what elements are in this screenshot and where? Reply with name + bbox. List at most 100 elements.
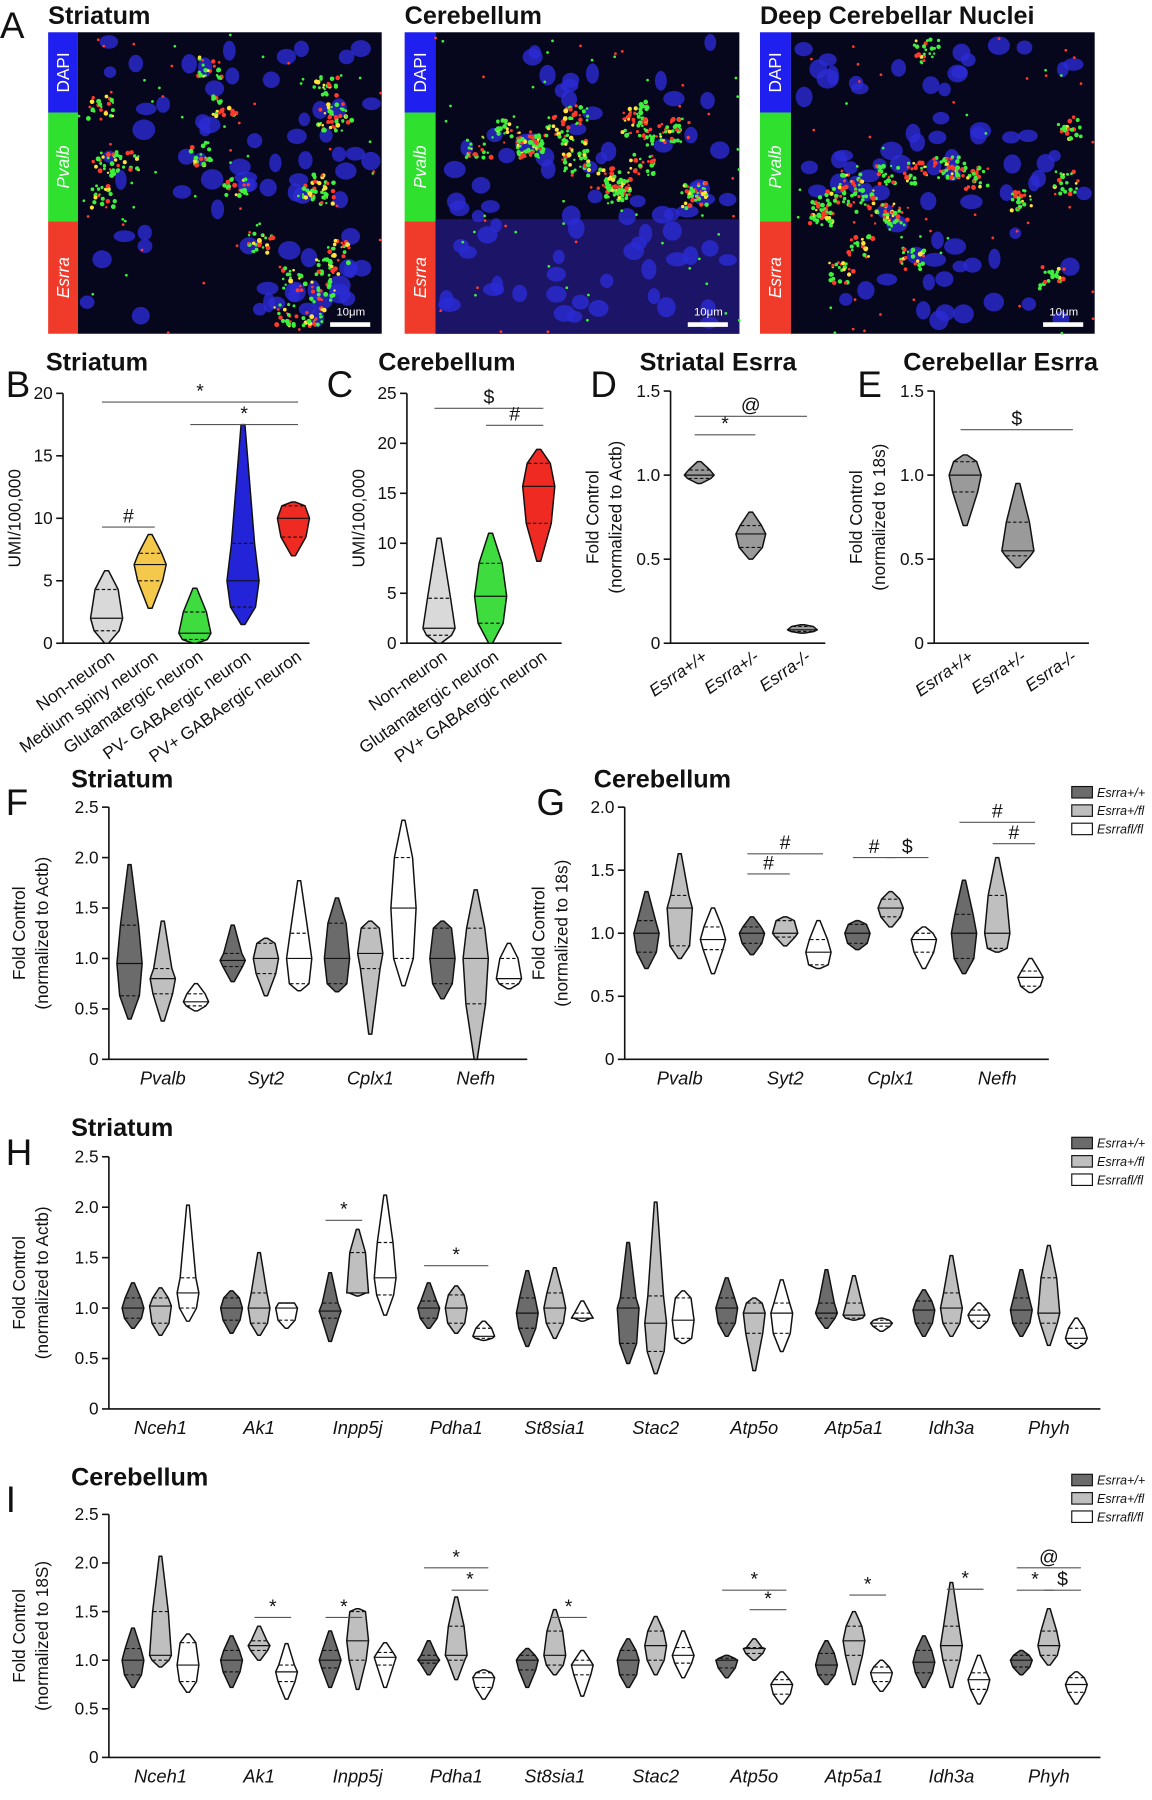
transcript-dot	[884, 219, 888, 222]
transcript-dot	[665, 125, 670, 129]
x-tick-label: Nefh	[456, 1068, 495, 1089]
significance-label: #	[123, 505, 134, 527]
transcript-dot	[644, 106, 649, 112]
nucleus	[905, 123, 921, 143]
transcript-dot	[320, 174, 324, 177]
violin	[805, 919, 832, 970]
transcript-dot	[106, 151, 111, 157]
transcript-dot	[682, 184, 686, 188]
transcript-dot	[626, 179, 630, 183]
transcript-dot	[92, 200, 97, 205]
nucleus	[675, 205, 699, 218]
violin	[444, 1285, 468, 1335]
nucleus	[491, 275, 504, 295]
transcript-dot	[1071, 115, 1076, 119]
transcript-dot	[533, 134, 539, 139]
transcript-dot	[285, 272, 290, 277]
transcript-dot	[203, 140, 208, 145]
transcript-dot	[633, 106, 638, 111]
transcript-dot	[636, 114, 641, 119]
transcript-dot	[837, 279, 843, 284]
transcript-dot	[925, 39, 929, 43]
transcript-dot	[884, 221, 887, 224]
violin	[939, 1254, 964, 1338]
transcript-dot	[316, 296, 322, 301]
transcript-dot	[918, 267, 923, 272]
transcript-dot	[201, 63, 205, 67]
transcript-dot	[547, 116, 551, 120]
transcript-dot	[526, 148, 531, 153]
transcript-dot	[328, 125, 333, 130]
transcript-dot	[861, 241, 866, 246]
violin	[939, 1581, 964, 1689]
significance-label: *	[864, 1573, 872, 1595]
transcript-dot	[717, 233, 721, 236]
transcript-dot	[340, 241, 344, 245]
transcript-dot	[829, 306, 833, 310]
transcript-dot	[483, 219, 487, 222]
transcript-dot	[561, 152, 566, 157]
x-tick-label: Esrra+/+	[911, 646, 976, 700]
transcript-dot	[1060, 276, 1066, 282]
transcript-dot	[956, 155, 961, 160]
nucleus	[132, 119, 156, 140]
transcript-dot	[158, 86, 161, 90]
transcript-dot	[100, 196, 105, 201]
violin	[842, 1610, 866, 1686]
transcript-dot	[316, 292, 321, 297]
transcript-dot	[226, 184, 232, 189]
nucleus	[653, 138, 673, 153]
y-tick-label: 1.0	[75, 948, 99, 968]
nucleus	[858, 169, 880, 183]
violin	[473, 532, 508, 644]
transcript-dot	[810, 213, 813, 217]
transcript-dot	[642, 117, 649, 123]
transcript-dot	[317, 86, 321, 90]
nucleus	[276, 48, 297, 65]
transcript-dot	[825, 210, 829, 213]
legend-label: Esrra+/fl	[1097, 804, 1145, 818]
transcript-dot	[299, 82, 303, 85]
transcript-dot	[892, 202, 896, 206]
transcript-dot	[333, 125, 336, 129]
transcript-dot	[173, 44, 177, 48]
transcript-dot	[504, 118, 508, 123]
transcript-dot	[97, 168, 103, 174]
transcript-dot	[831, 280, 837, 286]
transcript-dot	[292, 304, 296, 308]
transcript-dot	[109, 161, 115, 167]
nucleus	[843, 161, 858, 175]
transcript-dot	[667, 129, 672, 134]
transcript-dot	[516, 125, 519, 129]
transcript-dot	[282, 307, 287, 312]
significance-label: *	[452, 1244, 460, 1266]
transcript-dot	[612, 193, 617, 197]
nucleus	[1076, 186, 1092, 201]
transcript-dot	[560, 130, 564, 134]
transcript-dot	[340, 129, 344, 132]
transcript-dot	[838, 182, 842, 186]
transcript-dot	[937, 176, 941, 180]
transcript-dot	[316, 263, 321, 268]
transcript-dot	[109, 142, 112, 146]
transcript-dot	[256, 238, 262, 243]
transcript-dot	[669, 139, 673, 143]
violin	[814, 1640, 839, 1686]
transcript-dot	[226, 105, 232, 111]
transcript-dot	[125, 150, 131, 156]
transcript-dot	[917, 52, 921, 56]
transcript-dot	[942, 169, 945, 173]
transcript-dot	[834, 262, 839, 267]
transcript-dot	[321, 123, 325, 127]
nucleus	[554, 83, 568, 98]
transcript-dot	[655, 135, 658, 138]
nucleus	[876, 273, 898, 286]
transcript-dot	[322, 185, 328, 191]
nucleus	[922, 273, 936, 291]
transcript-dot	[699, 202, 704, 207]
channel-strip	[404, 112, 436, 222]
transcript-dot	[650, 142, 655, 146]
transcript-dot	[831, 276, 836, 281]
transcript-dot	[841, 261, 846, 266]
legend-label: Esrrafl/fl	[1097, 823, 1144, 837]
